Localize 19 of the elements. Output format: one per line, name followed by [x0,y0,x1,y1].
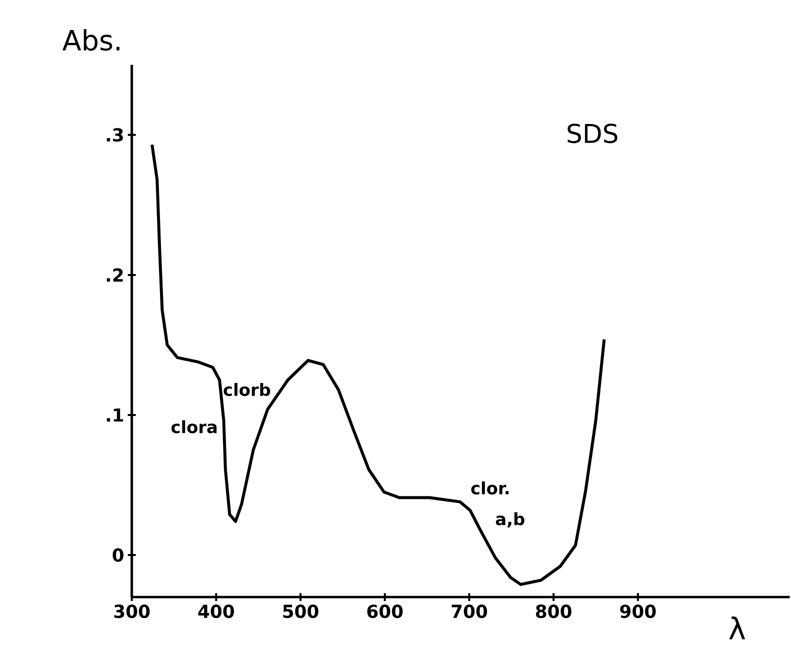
y-axis-title: Abs. [62,29,120,51]
x-tick-label: 600 [367,604,403,618]
annotation: clorb [224,382,270,396]
x-tick-label: 800 [536,604,572,618]
x-tick-label: 500 [283,604,318,618]
x-axis-title: λ [729,616,746,640]
y-tick-label: 0 [112,548,124,562]
x-tick-label: 700 [452,604,488,618]
y-tick-label: .3 [106,128,123,142]
annotation: clora [171,420,217,434]
y-tick-label: .1 [106,408,124,422]
annotation: a,b [496,512,524,528]
text: SDS [568,124,618,144]
y-tick-label: .2 [106,268,123,282]
x-tick-label: 300 [114,604,150,618]
x-tick-label: 900 [620,604,656,618]
line-series [150,143,606,586]
x-tick-label: 400 [198,604,234,618]
annotation: clor. [471,481,509,495]
